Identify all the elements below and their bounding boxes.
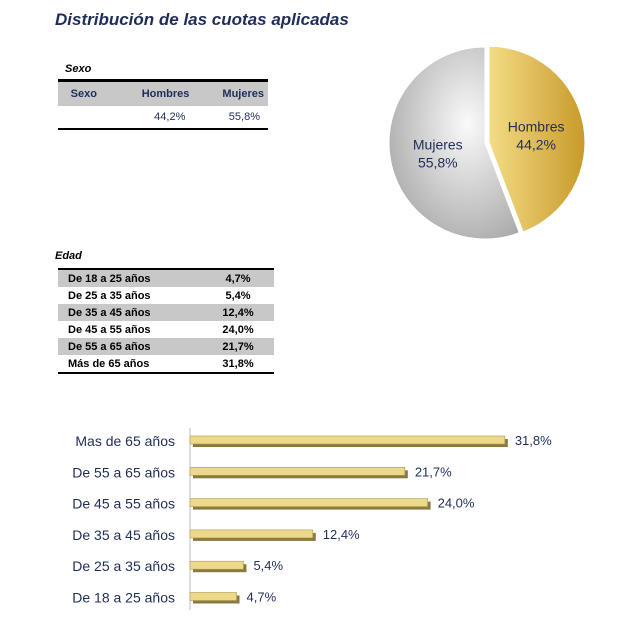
pie-value-label: 55,8% [418,155,458,171]
bar [189,529,314,539]
page-title: Distribución de las cuotas aplicadas [55,10,349,29]
category-label: De 45 a 55 años [72,496,175,512]
bar [189,435,506,445]
table-row: De 18 a 25 años 4,7% [58,268,274,287]
sexo-table: Sexo Hombres Mujeres 44,2% 55,8% [58,79,268,130]
header-hombres: Hombres [109,79,194,106]
table-row: De 55 a 65 años 21,7% [58,338,274,355]
age-value: 4,7% [202,268,274,287]
pie-label: Mujeres [413,137,463,153]
bar-value-label: 24,0% [438,496,475,511]
category-label: De 35 a 45 años [72,527,175,543]
bar [189,466,406,476]
age-bar-chart: Mas de 65 años 31,8% De 55 a 65 años 21,7% D… [72,428,552,610]
pie-label: Hombres [508,119,565,135]
age-value: 21,7% [202,338,274,355]
bar [189,592,237,601]
cell-hombres: 44,2% [109,106,194,130]
bar-value-label: 31,8% [515,433,552,448]
age-value: 31,8% [202,355,274,374]
category-label: De 18 a 25 años [72,590,175,606]
age-label: De 35 a 45 años [58,304,203,321]
age-label: De 25 a 35 años [68,289,151,302]
sexo-caption: Sexo [65,63,92,75]
bar [189,560,244,570]
edad-caption: Edad [55,250,82,262]
bar-value-label: 4,7% [247,590,277,605]
age-value: 12,4% [202,304,274,321]
header-sexo: Sexo [58,79,110,106]
category-label: De 55 a 65 años [72,464,175,480]
header-mujeres: Mujeres [193,79,268,106]
pie-value-label: 44,2% [516,137,556,153]
age-label: Más de 65 años [58,355,203,374]
pie-slice-mujeres [388,46,520,240]
bar-value-label: 5,4% [253,558,283,573]
table-row: De 25 a 35 años 5,4% [58,287,274,304]
table-row: Más de 65 años 31,8% [58,355,274,374]
sexo-pie-chart: Hombres 44,2% Mujeres 55,8% [388,45,586,240]
table-row: De 35 a 45 años 12,4% [58,304,274,321]
bar-value-label: 21,7% [415,464,452,479]
pie-slice-hombres [488,45,586,233]
age-value: 5,4% [225,289,251,302]
bar-value-label: 12,4% [323,527,360,542]
age-label: De 55 a 65 años [58,338,203,355]
table-row: De 45 a 55 años 24,0% [58,321,274,338]
age-value: 24,0% [222,323,254,336]
category-label: Mas de 65 años [75,433,175,449]
bar [189,498,428,507]
category-label: De 25 a 35 años [72,558,175,574]
edad-table: De 18 a 25 años 4,7% De 25 a 35 años 5,4% … [58,268,274,374]
age-label: De 45 a 55 años [68,323,151,336]
cell-mujeres: 55,8% [193,106,268,130]
cell [58,106,110,130]
age-label: De 18 a 25 años [58,268,203,287]
